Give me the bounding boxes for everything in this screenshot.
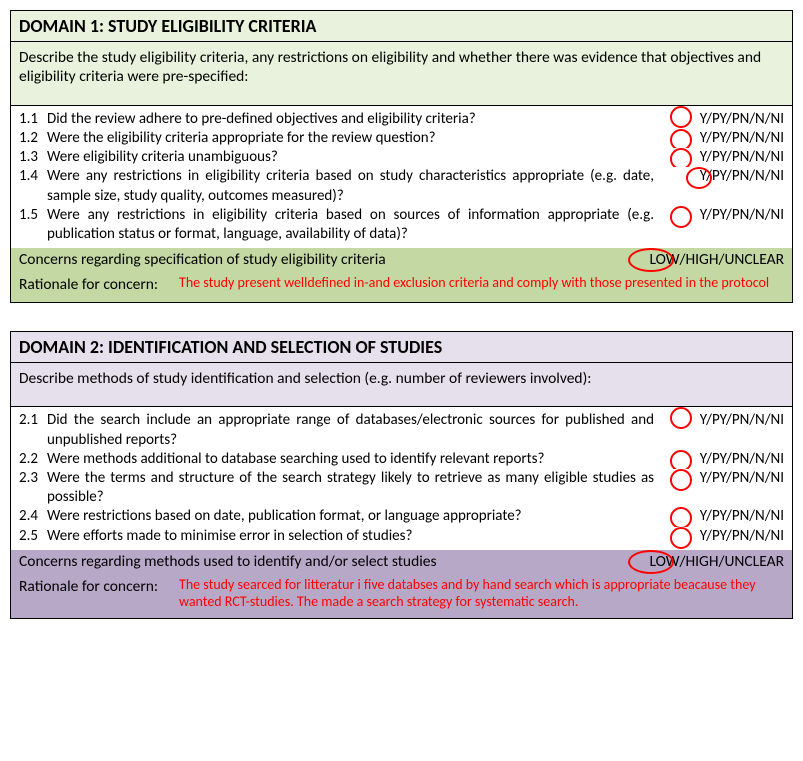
question-text: Were efforts made to minimise error in s… (47, 527, 664, 546)
question-num: 1.1 (19, 110, 47, 129)
question-row: 2.4 Were restrictions based on date, pub… (11, 507, 792, 526)
domain-1-questions: 1.1 Did the review adhere to pre-defined… (11, 106, 792, 248)
concerns-options: LOW/HIGH/UNCLEAR (604, 250, 784, 269)
question-row: 2.1 Did the search include an appropriat… (11, 407, 792, 449)
question-row: 2.2 Were methods additional to database … (11, 450, 792, 469)
domain-1-header: DOMAIN 1: STUDY ELIGIBILITY CRITERIA (11, 11, 792, 42)
question-num: 2.4 (19, 507, 47, 526)
question-text: Were any restrictions in eligibility cri… (47, 167, 664, 205)
question-num: 1.2 (19, 129, 47, 148)
question-options: Y/PY/PN/N/NI (664, 507, 784, 526)
rationale-row: Rationale for concern: The study present… (11, 271, 792, 302)
domain-1-box: DOMAIN 1: STUDY ELIGIBILITY CRITERIA Des… (10, 10, 793, 303)
question-options: Y/PY/PN/N/NI (664, 167, 784, 186)
question-num: 2.2 (19, 450, 47, 469)
question-text: Were eligibility criteria unambiguous? (47, 148, 664, 167)
concerns-row: Concerns regarding methods used to ident… (11, 550, 792, 573)
question-num: 1.3 (19, 148, 47, 167)
rationale-label: Rationale for concern: (19, 275, 179, 294)
rationale-text: The study present welldefined in-and exc… (179, 275, 784, 292)
domain-2-header: DOMAIN 2: IDENTIFICATION AND SELECTION O… (11, 332, 792, 363)
question-text: Did the review adhere to pre-defined obj… (47, 110, 664, 129)
question-num: 2.1 (19, 411, 47, 430)
domain-1-describe: Describe the study eligibility criteria,… (11, 42, 792, 106)
question-num: 1.4 (19, 167, 47, 186)
rationale-label: Rationale for concern: (19, 577, 179, 596)
concerns-row: Concerns regarding specification of stud… (11, 248, 792, 271)
concerns-options: LOW/HIGH/UNCLEAR (604, 552, 784, 571)
domain-2-questions: 2.1 Did the search include an appropriat… (11, 407, 792, 549)
question-options: Y/PY/PN/N/NI (664, 411, 784, 430)
question-text: Were the terms and structure of the sear… (47, 469, 664, 507)
rationale-row: Rationale for concern: The study searced… (11, 573, 792, 619)
question-options: Y/PY/PN/N/NI (664, 469, 784, 488)
question-text: Were the eligibility criteria appropriat… (47, 129, 664, 148)
question-num: 2.3 (19, 469, 47, 488)
question-options: Y/PY/PN/N/NI (664, 450, 784, 469)
question-options: Y/PY/PN/N/NI (664, 110, 784, 129)
question-text: Did the search include an appropriate ra… (47, 411, 664, 449)
question-row: 1.1 Did the review adhere to pre-defined… (11, 106, 792, 129)
question-row: 1.4 Were any restrictions in eligibility… (11, 167, 792, 205)
domain-2-describe: Describe methods of study identification… (11, 363, 792, 407)
question-options: Y/PY/PN/N/NI (664, 206, 784, 225)
question-options: Y/PY/PN/N/NI (664, 527, 784, 546)
domain-2-box: DOMAIN 2: IDENTIFICATION AND SELECTION O… (10, 331, 793, 619)
question-row: 1.2 Were the eligibility criteria approp… (11, 129, 792, 148)
question-text: Were any restrictions in eligibility cri… (47, 206, 664, 244)
rationale-text: The study searced for litteratur i five … (179, 577, 784, 611)
concerns-label: Concerns regarding methods used to ident… (19, 552, 604, 571)
question-row: 1.5 Were any restrictions in eligibility… (11, 206, 792, 244)
question-text: Were methods additional to database sear… (47, 450, 664, 469)
question-text: Were restrictions based on date, publica… (47, 507, 664, 526)
question-row: 2.3 Were the terms and structure of the … (11, 469, 792, 507)
question-row: 2.5 Were efforts made to minimise error … (11, 527, 792, 546)
question-options: Y/PY/PN/N/NI (664, 148, 784, 167)
question-num: 2.5 (19, 527, 47, 546)
question-row: 1.3 Were eligibility criteria unambiguou… (11, 148, 792, 167)
question-num: 1.5 (19, 206, 47, 225)
concerns-label: Concerns regarding specification of stud… (19, 250, 604, 269)
question-options: Y/PY/PN/N/NI (664, 129, 784, 148)
